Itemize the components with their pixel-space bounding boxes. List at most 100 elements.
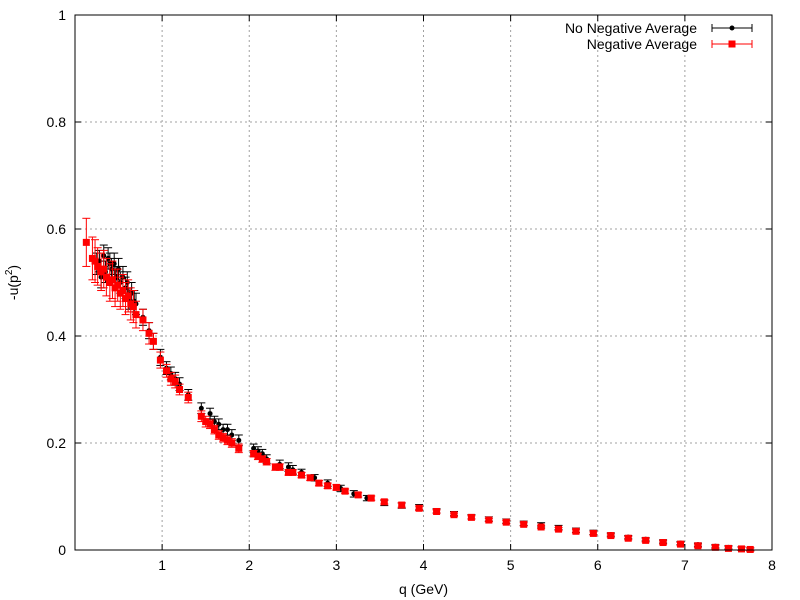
x-tick-label: 4	[420, 557, 428, 573]
x-tick-label: 2	[245, 557, 253, 573]
series-negative-average	[82, 217, 755, 553]
x-axis-ticks: 1 2 3 4 5 6 7 8	[158, 15, 776, 573]
y-axis-label-superscript: 2	[4, 269, 15, 275]
grid-lines	[75, 15, 772, 550]
x-tick-label: 6	[594, 557, 602, 573]
data-point	[215, 431, 223, 439]
data-point	[572, 527, 580, 535]
x-tick-label: 7	[681, 557, 689, 573]
data-point	[176, 386, 184, 393]
y-tick-label: 0.8	[47, 114, 67, 130]
data-point	[119, 287, 127, 295]
data-point	[236, 437, 242, 443]
data-point	[289, 468, 297, 476]
data-point	[724, 544, 732, 552]
data-point	[502, 518, 510, 526]
y-tick-label: 0.6	[47, 221, 67, 237]
data-point	[711, 543, 719, 551]
data-point	[207, 411, 213, 417]
data-point	[537, 523, 545, 531]
data-point	[298, 471, 306, 479]
data-point	[332, 483, 340, 491]
data-point	[258, 455, 266, 463]
data-point	[149, 337, 157, 345]
data-point	[198, 405, 204, 411]
data-point	[145, 329, 153, 337]
data-point	[485, 516, 493, 524]
data-point	[139, 316, 147, 324]
data-point	[433, 507, 441, 515]
y-axis-label: -u(p2)	[4, 265, 21, 300]
data-point	[102, 273, 110, 281]
data-point	[694, 542, 702, 550]
data-point	[156, 356, 164, 364]
data-point	[450, 511, 458, 519]
data-point	[94, 262, 102, 270]
data-point	[276, 463, 284, 471]
data-point	[284, 468, 292, 476]
data-point	[642, 536, 650, 544]
data-point	[167, 375, 175, 383]
x-tick-label: 1	[158, 557, 166, 573]
data-point	[306, 474, 314, 482]
legend-label: Negative Average	[587, 36, 697, 52]
data-point	[746, 545, 754, 553]
y-axis-ticks: 0 0.2 0.4 0.6 0.8 1	[47, 7, 772, 558]
data-point	[124, 292, 132, 300]
data-point	[229, 432, 235, 438]
data-point	[82, 238, 90, 246]
data-point	[206, 420, 214, 428]
data-point	[114, 281, 122, 289]
data-point	[220, 427, 226, 433]
data-point	[341, 487, 349, 495]
x-tick-label: 3	[332, 557, 340, 573]
data-point	[624, 534, 632, 542]
y-axis-label-base: -u(p	[5, 275, 21, 300]
legend-marker	[728, 40, 736, 48]
data-point	[129, 303, 137, 311]
data-point	[224, 427, 230, 433]
data-point	[607, 532, 615, 540]
legend-label: No Negative Average	[565, 20, 697, 36]
data-point	[100, 265, 108, 273]
data-point	[589, 529, 597, 537]
x-axis-label: q (GeV)	[399, 581, 448, 597]
x-tick-label: 8	[768, 557, 776, 573]
data-point	[228, 439, 236, 447]
data-point	[659, 539, 667, 547]
data-point	[263, 458, 271, 466]
data-point	[210, 426, 218, 434]
x-tick-label: 5	[507, 557, 515, 573]
data-point	[398, 501, 406, 509]
data-point	[380, 498, 388, 506]
data-point	[202, 418, 210, 426]
data-point	[132, 311, 140, 319]
y-axis-label-close: )	[5, 265, 21, 270]
data-point	[197, 412, 205, 420]
data-point	[184, 394, 192, 402]
data-point	[354, 491, 362, 499]
data-point	[367, 494, 375, 502]
data-point	[738, 545, 746, 553]
data-point	[108, 276, 116, 284]
data-point	[324, 482, 332, 490]
data-point	[162, 367, 170, 375]
data-point	[467, 513, 475, 521]
y-tick-label: 0.2	[47, 435, 67, 451]
data-point	[315, 479, 323, 487]
data-point	[171, 377, 179, 385]
legend-marker	[729, 25, 735, 31]
y-tick-label: 1	[58, 7, 66, 23]
data-point	[555, 525, 563, 533]
data-point	[223, 436, 231, 444]
data-point	[235, 444, 243, 452]
data-point	[91, 257, 99, 265]
data-point	[415, 504, 423, 512]
data-point	[254, 452, 262, 460]
data-point	[271, 463, 279, 471]
y-tick-label: 0.4	[47, 328, 67, 344]
data-point	[250, 450, 258, 458]
data-point	[677, 540, 685, 548]
